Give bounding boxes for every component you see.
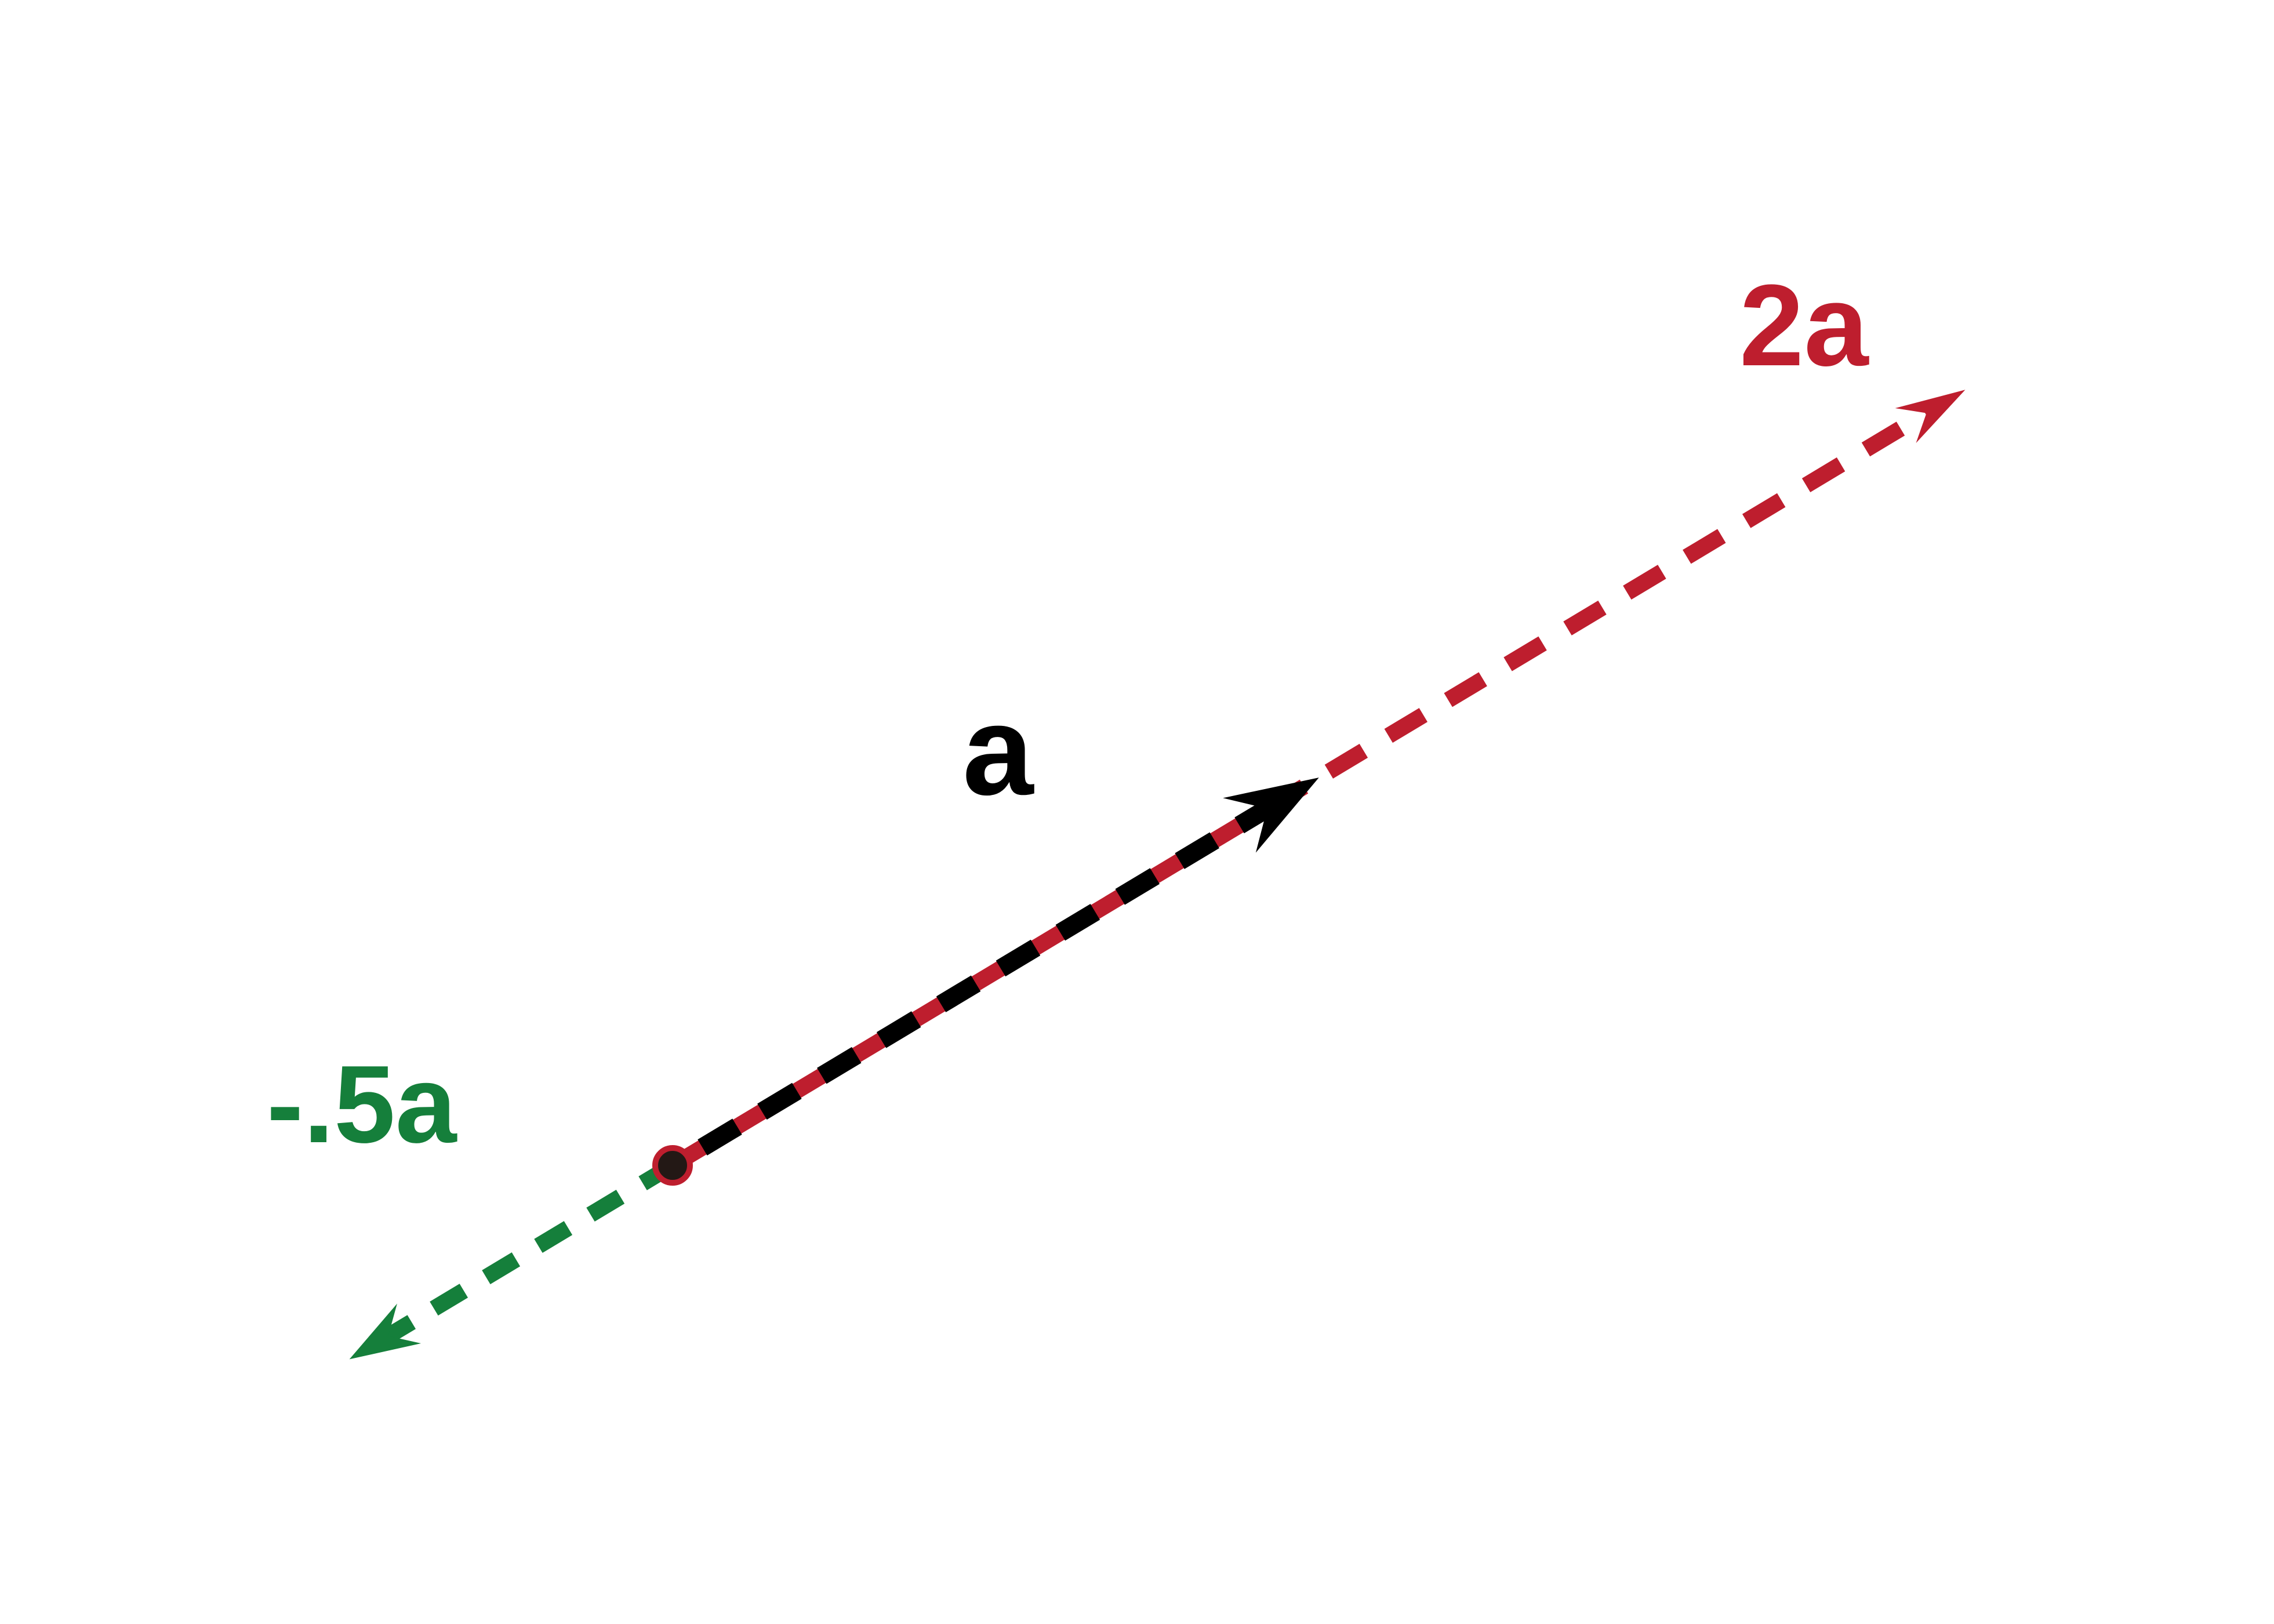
label-two-a: 2a [1739,261,1869,390]
arrowhead [1223,778,1318,852]
vector-a-line [673,804,1275,1165]
label-neg-half-a: -.5a [267,1043,457,1166]
origin-point [655,1148,690,1183]
vector-neg-half-a-line [385,1165,673,1338]
label-a: a [962,679,1034,822]
arrowhead [1895,390,1966,443]
vector-diagram: 2a a -.5a [0,0,2274,1624]
